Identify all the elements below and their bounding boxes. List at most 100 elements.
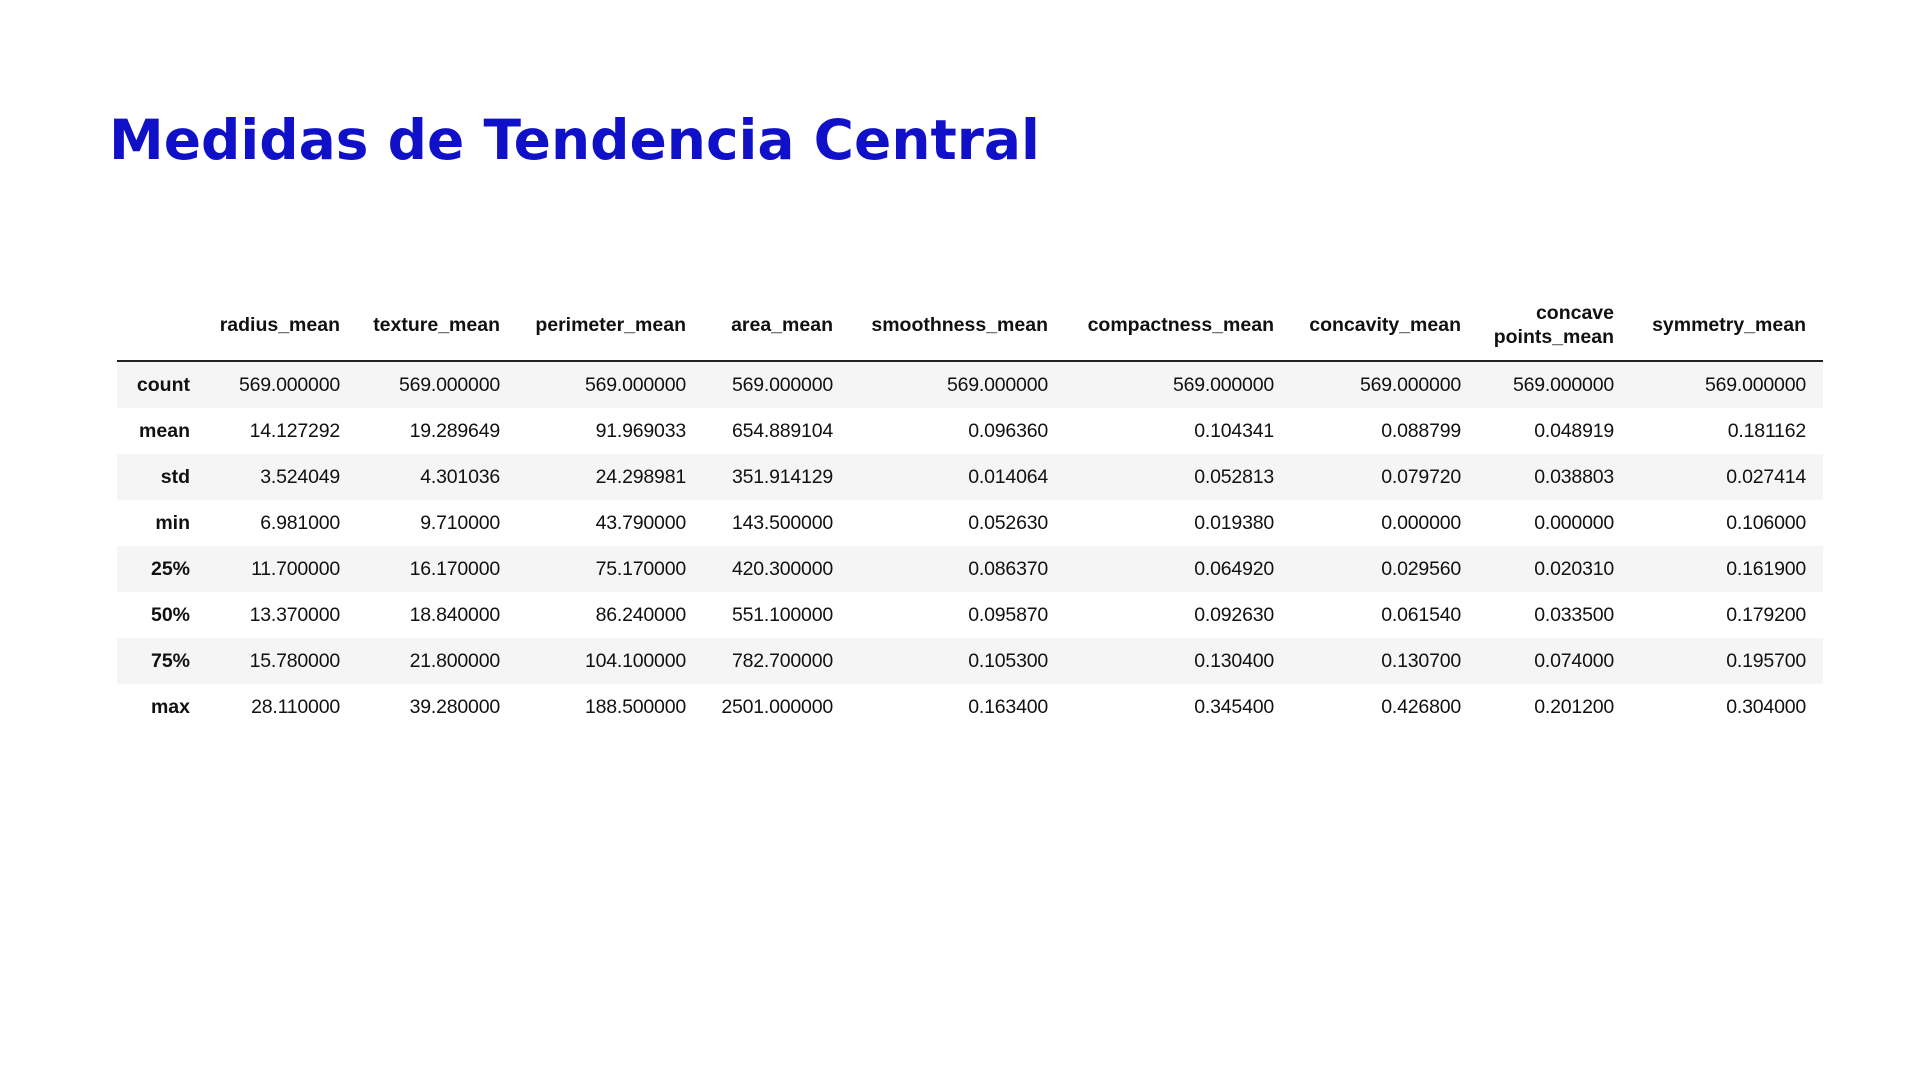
table-cell: 91.969033 bbox=[595, 419, 687, 442]
table-cell: 0.086370 bbox=[968, 557, 1048, 580]
table-cell: 39.280000 bbox=[409, 695, 501, 718]
table-cell: 782.700000 bbox=[731, 649, 833, 672]
table-cell: 4.301036 bbox=[420, 465, 500, 488]
row-label: mean bbox=[139, 419, 190, 442]
row-label: std bbox=[160, 465, 190, 488]
table-cell: 0.014064 bbox=[968, 465, 1048, 488]
table-cell: 551.100000 bbox=[731, 603, 833, 626]
table-row: min 6.981000 9.710000 43.790000 143.500000 0.… bbox=[117, 500, 1823, 546]
table-cell: 0.048919 bbox=[1534, 419, 1614, 442]
table-row: 25% 11.700000 16.170000 75.170000 420.300000… bbox=[117, 546, 1823, 592]
table-cell: 0.052630 bbox=[968, 511, 1048, 534]
table-cell: 104.100000 bbox=[584, 649, 686, 672]
column-header: smoothness_mean bbox=[850, 290, 1065, 362]
table-cell: 569.000000 bbox=[238, 373, 340, 396]
table-cell: 0.195700 bbox=[1726, 649, 1806, 672]
table-cell: 188.500000 bbox=[584, 695, 686, 718]
table-cell: 2501.000000 bbox=[721, 695, 833, 718]
table-cell: 3.524049 bbox=[260, 465, 340, 488]
table-cell: 6.981000 bbox=[260, 511, 340, 534]
table-cell: 0.345400 bbox=[1194, 695, 1274, 718]
table-cell: 654.889104 bbox=[731, 419, 833, 442]
table-cell: 0.179200 bbox=[1726, 603, 1806, 626]
table-cell: 0.092630 bbox=[1194, 603, 1274, 626]
slide-title: Medidas de Tendencia Central bbox=[109, 108, 1040, 172]
table-cell: 19.289649 bbox=[409, 419, 501, 442]
table-cell: 86.240000 bbox=[595, 603, 687, 626]
table-cell: 0.163400 bbox=[968, 695, 1048, 718]
column-header: area_mean bbox=[703, 290, 850, 362]
column-header: radius_mean bbox=[207, 290, 357, 362]
table-cell: 0.033500 bbox=[1534, 603, 1614, 626]
table-cell: 43.790000 bbox=[595, 511, 687, 534]
table-cell: 0.088799 bbox=[1381, 419, 1461, 442]
table-cell: 15.780000 bbox=[249, 649, 341, 672]
table-cell: 16.170000 bbox=[409, 557, 501, 580]
row-label: max bbox=[150, 695, 190, 718]
describe-table-container: radius_mean texture_mean perimeter_mean … bbox=[117, 290, 1823, 730]
table-cell: 569.000000 bbox=[1172, 373, 1274, 396]
table-cell: 569.000000 bbox=[946, 373, 1048, 396]
table-cell: 18.840000 bbox=[409, 603, 501, 626]
column-header: compactness_mean bbox=[1065, 290, 1291, 362]
table-body: count 569.000000 569.000000 569.000000 569.0… bbox=[117, 361, 1823, 730]
table-cell: 569.000000 bbox=[1359, 373, 1461, 396]
table-header: radius_mean texture_mean perimeter_mean … bbox=[117, 290, 1823, 362]
table-cell: 420.300000 bbox=[731, 557, 833, 580]
table-cell: 569.000000 bbox=[1704, 373, 1806, 396]
table-cell: 0.000000 bbox=[1381, 511, 1461, 534]
column-header: symmetry_mean bbox=[1631, 290, 1823, 362]
table-cell: 14.127292 bbox=[249, 419, 341, 442]
table-cell: 24.298981 bbox=[595, 465, 687, 488]
table-cell: 0.130400 bbox=[1194, 649, 1274, 672]
describe-table: radius_mean texture_mean perimeter_mean … bbox=[117, 290, 1823, 730]
table-cell: 11.700000 bbox=[251, 557, 340, 580]
table-cell: 0.104341 bbox=[1194, 419, 1274, 442]
row-label: 25% bbox=[150, 557, 190, 580]
table-cell: 0.052813 bbox=[1194, 465, 1274, 488]
table-cell: 21.800000 bbox=[409, 649, 501, 672]
column-header: texture_mean bbox=[357, 290, 517, 362]
table-cell: 0.181162 bbox=[1727, 419, 1806, 442]
column-header: concave points_mean bbox=[1478, 290, 1631, 362]
header-row: radius_mean texture_mean perimeter_mean … bbox=[117, 290, 1823, 362]
table-cell: 0.019380 bbox=[1194, 511, 1274, 534]
table-cell: 569.000000 bbox=[1512, 373, 1614, 396]
table-cell: 0.106000 bbox=[1726, 511, 1806, 534]
table-cell: 351.914129 bbox=[731, 465, 833, 488]
table-cell: 0.426800 bbox=[1381, 695, 1461, 718]
table-cell: 0.130700 bbox=[1381, 649, 1461, 672]
table-cell: 13.370000 bbox=[249, 603, 341, 626]
table-cell: 0.201200 bbox=[1534, 695, 1614, 718]
table-cell: 569.000000 bbox=[398, 373, 500, 396]
table-cell: 0.020310 bbox=[1534, 557, 1614, 580]
table-cell: 0.038803 bbox=[1534, 465, 1614, 488]
table-cell: 9.710000 bbox=[420, 511, 500, 534]
table-row: 50% 13.370000 18.840000 86.240000 551.100000… bbox=[117, 592, 1823, 638]
table-cell: 0.000000 bbox=[1534, 511, 1614, 534]
table-cell: 0.304000 bbox=[1726, 695, 1806, 718]
table-cell: 0.105300 bbox=[968, 649, 1048, 672]
table-cell: 75.170000 bbox=[595, 557, 687, 580]
column-header: perimeter_mean bbox=[517, 290, 703, 362]
table-cell: 0.029560 bbox=[1381, 557, 1461, 580]
table-cell: 0.079720 bbox=[1381, 465, 1461, 488]
table-cell: 143.500000 bbox=[731, 511, 833, 534]
row-label: 50% bbox=[150, 603, 190, 626]
index-header bbox=[117, 290, 207, 362]
table-row: max 28.110000 39.280000 188.500000 2501.0000… bbox=[117, 684, 1823, 730]
table-cell: 0.095870 bbox=[968, 603, 1048, 626]
table-cell: 28.110000 bbox=[251, 695, 340, 718]
table-cell: 0.074000 bbox=[1534, 649, 1614, 672]
table-row: std 3.524049 4.301036 24.298981 351.914129 0.… bbox=[117, 454, 1823, 500]
table-cell: 569.000000 bbox=[731, 373, 833, 396]
table-cell: 0.064920 bbox=[1194, 557, 1274, 580]
row-label: 75% bbox=[150, 649, 190, 672]
table-row: mean 14.127292 19.289649 91.969033 654.88910… bbox=[117, 408, 1823, 454]
table-cell: 569.000000 bbox=[584, 373, 686, 396]
table-cell: 0.061540 bbox=[1381, 603, 1461, 626]
table-cell: 0.027414 bbox=[1726, 465, 1806, 488]
table-row: count 569.000000 569.000000 569.000000 569.0… bbox=[117, 361, 1823, 408]
table-cell: 0.161900 bbox=[1726, 557, 1806, 580]
row-label: count bbox=[136, 373, 190, 396]
